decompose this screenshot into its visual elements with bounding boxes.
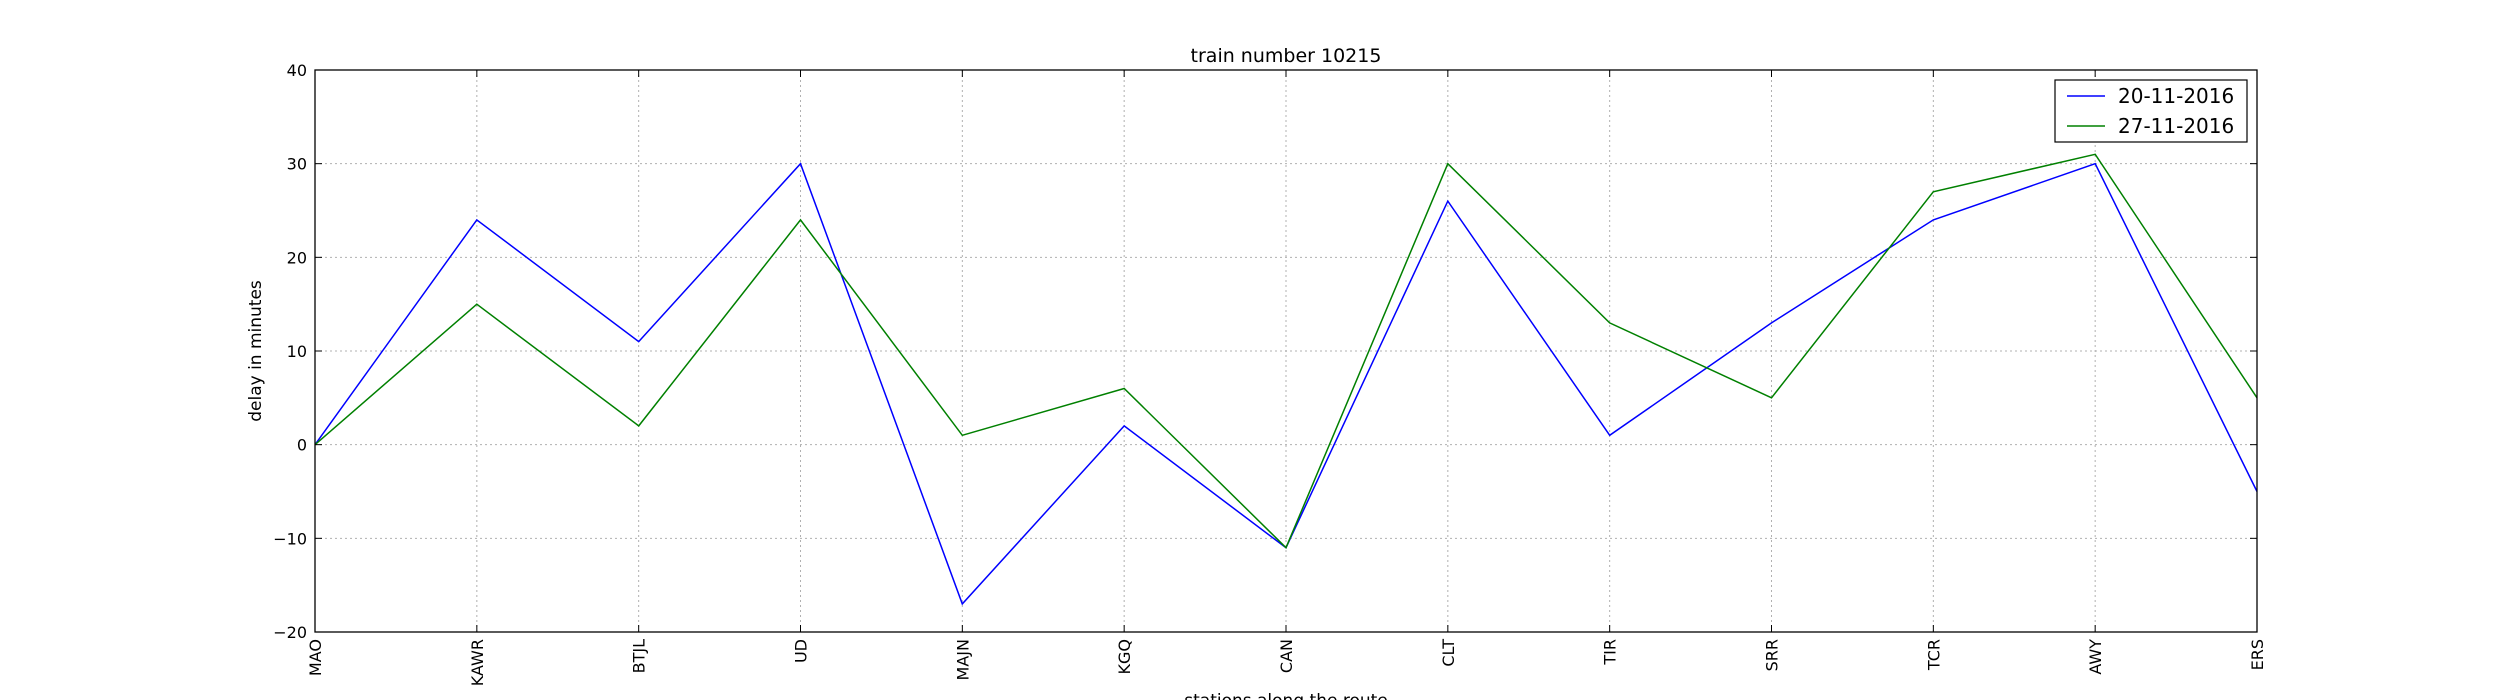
y-tick-label: 20 — [287, 248, 307, 267]
series-lines — [314, 153, 2258, 606]
x-tick-label: CAN — [1277, 639, 1296, 673]
y-tick-label: −10 — [273, 529, 307, 548]
x-axis: MAO KAWR BTJL UD MAJN KGQ CAN CLT TIR SRR TCR AWY ER… — [306, 70, 2267, 686]
chart-title: train number 10215 — [1191, 45, 1382, 67]
x-tick-label: BTJL — [630, 639, 649, 673]
x-tick-label: UD — [792, 639, 811, 663]
y-tick-label: 0 — [297, 436, 307, 455]
x-tick-label: MAJN — [953, 639, 972, 680]
x-tick-label: SRR — [1763, 639, 1782, 671]
y-tick-label: −20 — [273, 623, 307, 642]
legend-label: 27-11-2016 — [2118, 114, 2234, 138]
x-tick-label: KGQ — [1115, 639, 1134, 674]
x-tick-label: TIR — [1601, 639, 1620, 666]
x-tick-label: TCR — [1924, 639, 1943, 671]
legend-box — [2054, 79, 2248, 143]
x-tick-label: MAO — [306, 639, 325, 676]
y-axis: −20 −10 0 10 20 30 40 — [273, 61, 2257, 642]
y-tick-label: 30 — [287, 155, 307, 174]
x-tick-label: KAWR — [468, 639, 487, 686]
legend-label: 20-11-2016 — [2118, 84, 2234, 108]
x-tick-label: ERS — [2248, 639, 2267, 670]
y-tick-label: 40 — [287, 61, 307, 80]
legend: 20-11-2016 27-11-2016 — [2054, 79, 2248, 143]
series-line-27-11-2016 — [314, 153, 2258, 550]
y-tick-label: 10 — [287, 342, 307, 361]
y-axis-label: delay in minutes — [246, 280, 266, 422]
x-axis-label: stations along the route — [1184, 691, 1388, 700]
x-tick-label: CLT — [1439, 639, 1458, 667]
x-tick-label: AWY — [2086, 639, 2105, 675]
